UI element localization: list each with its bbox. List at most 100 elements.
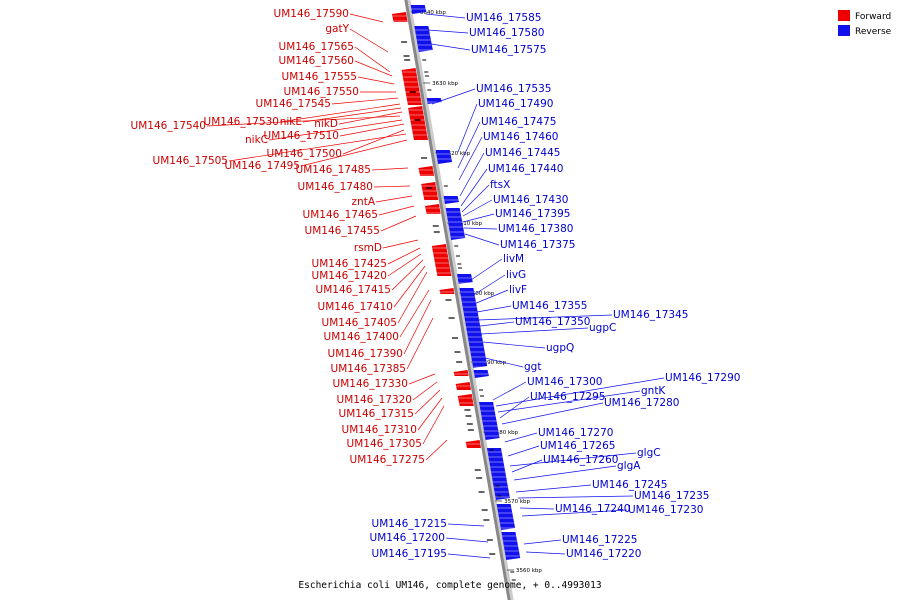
gene-label-um146-17290: UM146_17290 xyxy=(665,372,740,384)
gene-label-um146-17380: UM146_17380 xyxy=(498,223,573,235)
gene-label-gaty: gatY xyxy=(325,23,349,35)
gene-label-um146-17545: UM146_17545 xyxy=(256,98,331,110)
gene-feature xyxy=(435,150,453,164)
legend: Forward Reverse xyxy=(838,10,892,37)
gene-label-um146-17485: UM146_17485 xyxy=(296,164,371,176)
gene-feature xyxy=(418,166,435,176)
gene-label-um146-17385: UM146_17385 xyxy=(331,363,406,375)
gene-feature xyxy=(426,98,442,104)
map-title: Escherichia coli UM146, complete genome,… xyxy=(298,580,601,591)
gene-label-um146-17220: UM146_17220 xyxy=(566,548,641,560)
gene-label-um146-17415: UM146_17415 xyxy=(316,284,391,296)
gene-label-rsmd: rsmD xyxy=(354,242,382,254)
gene-label-nike: nikE xyxy=(280,116,302,128)
gene-features xyxy=(391,5,521,581)
gene-label-um146-17305: UM146_17305 xyxy=(347,438,422,450)
gene-feature xyxy=(408,106,428,140)
gene-label-glgc: glgC xyxy=(637,447,661,459)
gene-label-um146-17330: UM146_17330 xyxy=(333,378,408,390)
genome-backbone xyxy=(404,0,514,600)
gene-label-um146-17500: UM146_17500 xyxy=(267,148,342,160)
legend-forward-swatch xyxy=(838,10,850,21)
gene-label-um146-17510: UM146_17510 xyxy=(264,130,339,142)
gene-label-um146-17260: UM146_17260 xyxy=(543,454,618,466)
gene-label-um146-17315: UM146_17315 xyxy=(339,408,414,420)
gene-label-um146-17395: UM146_17395 xyxy=(495,208,570,220)
gene-label-um146-17530: UM146_17530 xyxy=(204,116,279,128)
gene-label-um146-17420: UM146_17420 xyxy=(312,270,387,282)
gene-label-um146-17440: UM146_17440 xyxy=(488,163,563,175)
gene-label-um146-17490: UM146_17490 xyxy=(478,98,553,110)
tick-label: 3590 kbp xyxy=(480,360,506,366)
tick-label: 3560 kbp xyxy=(516,568,542,574)
gene-label-um146-17240: UM146_17240 xyxy=(555,503,630,515)
tick-label: 3620 kbp xyxy=(444,151,470,157)
gene-label-um146-17430: UM146_17430 xyxy=(493,194,568,206)
gene-label-gntk: gntK xyxy=(641,385,666,397)
gene-label-um146-17455: UM146_17455 xyxy=(305,225,380,237)
gene-label-um146-17235: UM146_17235 xyxy=(634,490,709,502)
gene-feature xyxy=(496,504,516,530)
gene-feature xyxy=(414,26,433,52)
gene-label-um146-17320: UM146_17320 xyxy=(337,394,412,406)
gene-label-um146-17560: UM146_17560 xyxy=(279,55,354,67)
tick-label: 3580 kbp xyxy=(492,430,518,436)
gene-label-um146-17480: UM146_17480 xyxy=(298,181,373,193)
gene-feature xyxy=(459,288,488,368)
gene-label-um146-17275: UM146_17275 xyxy=(350,454,425,466)
gene-label-um146-17195: UM146_17195 xyxy=(372,548,447,560)
gene-label-um146-17445: UM146_17445 xyxy=(485,147,560,159)
gene-label-um146-17405: UM146_17405 xyxy=(322,317,397,329)
legend-reverse-swatch xyxy=(838,25,850,36)
gene-label-um146-17390: UM146_17390 xyxy=(328,348,403,360)
gene-label-um146-17585: UM146_17585 xyxy=(466,12,541,24)
gene-label-um146-17540: UM146_17540 xyxy=(131,120,206,132)
gene-feature xyxy=(424,204,441,214)
tick-label: 3630 kbp xyxy=(432,81,458,87)
gene-label-um146-17375: UM146_17375 xyxy=(500,239,575,251)
gene-label-um146-17425: UM146_17425 xyxy=(312,258,387,270)
gene-label-um146-17265: UM146_17265 xyxy=(540,440,615,452)
gene-label-um146-17495: UM146_17495 xyxy=(225,160,300,172)
gene-label-glga: glgA xyxy=(617,460,641,472)
gene-label-livf: livF xyxy=(509,284,527,296)
gene-label-um146-17555: UM146_17555 xyxy=(282,71,357,83)
gene-feature xyxy=(410,5,427,14)
gene-label-um146-17580: UM146_17580 xyxy=(469,27,544,39)
tick-label: 3640 kbp xyxy=(420,10,446,16)
tick-label: 3600 kbp xyxy=(468,291,494,297)
gene-label-um146-17465: UM146_17465 xyxy=(303,209,378,221)
gene-label-um146-17350: UM146_17350 xyxy=(515,316,590,328)
gene-label-um146-17200: UM146_17200 xyxy=(370,532,445,544)
gene-label-um146-17575: UM146_17575 xyxy=(471,44,546,56)
gene-label-ggt: ggt xyxy=(524,361,541,373)
tick-label: 3570 kbp xyxy=(504,499,530,505)
gene-feature xyxy=(457,394,474,406)
label-leader-lines xyxy=(206,13,665,559)
gene-label-nikc: nikC xyxy=(245,134,268,146)
gene-labels: UM146_17590 gatY UM146_17565 UM146_17560 UM1… xyxy=(131,8,741,560)
gene-feature xyxy=(391,12,408,22)
gene-label-um146-17225: UM146_17225 xyxy=(562,534,637,546)
gene-label-um146-17230: UM146_17230 xyxy=(628,504,703,516)
gene-label-um146-17270: UM146_17270 xyxy=(538,427,613,439)
tick-label: 3610 kbp xyxy=(456,221,482,227)
gene-label-livg: livG xyxy=(506,269,526,281)
gene-label-um146-17410: UM146_17410 xyxy=(318,301,393,313)
gene-label-nikd: nikD xyxy=(314,118,338,130)
gene-label-ugpq: ugpQ xyxy=(546,342,574,354)
gene-label-um146-17215: UM146_17215 xyxy=(372,518,447,530)
gene-label-um146-17505: UM146_17505 xyxy=(153,155,228,167)
gene-label-ugpc: ugpC xyxy=(589,322,616,334)
gene-feature xyxy=(457,274,473,284)
gene-feature xyxy=(439,288,455,294)
gene-label-livm: livM xyxy=(503,253,524,265)
gene-label-znta: zntA xyxy=(352,196,376,208)
gene-label-um146-17245: UM146_17245 xyxy=(592,479,667,491)
gene-label-um146-17535: UM146_17535 xyxy=(476,83,551,95)
gene-label-um146-17300: UM146_17300 xyxy=(527,376,602,388)
gene-feature xyxy=(453,370,469,376)
gene-label-um146-17550: UM146_17550 xyxy=(284,86,359,98)
gene-label-um146-17310: UM146_17310 xyxy=(342,424,417,436)
